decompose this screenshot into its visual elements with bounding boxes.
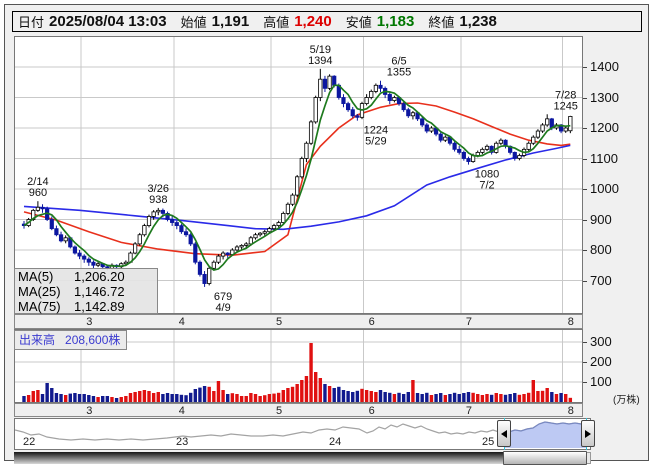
ma5-value: 1,206.20 — [74, 269, 125, 284]
price-tick-1000: 1000 — [590, 181, 619, 196]
svg-text:1245: 1245 — [553, 100, 577, 112]
ma25-row: MA(25) 1,146.72 — [18, 284, 157, 299]
month-label-8: 8 — [567, 405, 574, 417]
year-label-23: 23 — [176, 436, 189, 448]
month-label-4: 4 — [178, 405, 185, 417]
svg-text:1355: 1355 — [387, 67, 411, 79]
month-label-3: 3 — [86, 316, 93, 328]
svg-text:4/9: 4/9 — [215, 302, 230, 314]
price-tick-1200: 1200 — [590, 120, 619, 135]
svg-text:1080: 1080 — [475, 169, 499, 181]
range-navigator — [14, 418, 591, 450]
volume-tick-200: 200 — [590, 354, 612, 369]
range-left-button[interactable] — [497, 420, 511, 447]
scrollbar-thumb[interactable] — [503, 451, 587, 465]
svg-text:7/28: 7/28 — [555, 89, 576, 101]
volume-value: 208,600株 — [65, 333, 121, 347]
quote-header: 日付 2025/08/04 13:03 始値 1,191 高値 1,240 安値… — [12, 11, 642, 32]
svg-text:7/2: 7/2 — [479, 180, 494, 192]
price-tick-mark — [583, 97, 587, 99]
price-tick-700: 700 — [590, 272, 612, 288]
month-label-8: 8 — [567, 316, 574, 328]
price-tick-mark — [583, 219, 587, 221]
year-label-24: 24 — [329, 436, 342, 448]
price-tick-1100: 1100 — [590, 150, 618, 166]
volume-tick-100: 100 — [590, 374, 612, 389]
month-label-7: 7 — [465, 316, 472, 328]
svg-text:3/26: 3/26 — [148, 183, 169, 195]
price-tick-mark — [583, 189, 587, 190]
month-axis-lower: 3 4 5 6 7 8 — [14, 403, 583, 417]
svg-text:1394: 1394 — [308, 55, 332, 67]
svg-text:938: 938 — [149, 194, 167, 206]
ma25-value: 1,146.72 — [74, 284, 125, 299]
high-label: 高値 — [263, 15, 290, 30]
month-label-3: 3 — [86, 405, 93, 417]
volume-tick-mark — [583, 362, 587, 363]
price-tick-mark — [583, 280, 587, 282]
svg-text:6/5: 6/5 — [391, 56, 406, 68]
scrollbar-elapsed[interactable] — [14, 452, 503, 464]
month-axis-upper: 3 4 5 6 7 8 — [14, 314, 583, 329]
price-tick-800: 800 — [590, 242, 612, 257]
selection-region[interactable] — [504, 418, 586, 450]
close-label: 終値 — [428, 15, 455, 30]
month-label-7: 7 — [465, 405, 472, 417]
svg-text:960: 960 — [29, 187, 47, 199]
year-label-22: 22 — [23, 436, 36, 448]
svg-text:2/14: 2/14 — [27, 176, 48, 188]
open-label: 始値 — [180, 15, 207, 30]
date-label: 日付 — [18, 15, 45, 30]
month-label-4: 4 — [178, 316, 185, 328]
low-value: 1,183 — [376, 13, 415, 30]
volume-unit-label: (万株) — [613, 395, 640, 406]
volume-label: 出来高 208,600株 — [14, 330, 128, 350]
volume-tick-mark — [583, 382, 587, 383]
ma25-label: MA(25) — [18, 284, 61, 299]
price-tick-1300: 1300 — [590, 89, 619, 105]
price-tick-mark — [583, 158, 587, 160]
ma75-label: MA(75) — [18, 299, 61, 314]
open-value: 1,191 — [211, 13, 250, 30]
ma5-label: MA(5) — [18, 269, 54, 284]
month-label-5: 5 — [276, 316, 283, 328]
ma-legend: MA(5) 1,206.20 MA(25) 1,146.72 MA(75) 1,… — [14, 268, 158, 314]
low-label: 安値 — [345, 15, 372, 30]
range-right-button[interactable] — [581, 420, 595, 447]
month-label-5: 5 — [276, 405, 283, 417]
volume-tick-300: 300 — [590, 334, 612, 349]
svg-text:679: 679 — [214, 291, 232, 303]
chart-frame: 日付 2025/08/04 13:03 始値 1,191 高値 1,240 安値… — [4, 4, 649, 465]
ma5-row: MA(5) 1,206.20 — [18, 269, 157, 284]
year-label-25: 25 — [482, 436, 495, 448]
price-tick-mark — [583, 128, 587, 129]
volume-title: 出来高 — [19, 333, 56, 347]
high-value: 1,240 — [294, 13, 332, 30]
navigator-chart — [15, 421, 590, 448]
price-tick-mark — [583, 250, 587, 251]
right-arrow-icon — [585, 429, 591, 438]
price-tick-mark — [583, 67, 587, 68]
ma75-value: 1,142.89 — [74, 299, 125, 314]
svg-text:1224: 1224 — [364, 125, 388, 137]
volume-tick-mark — [583, 342, 587, 343]
ma75-row: MA(75) 1,142.89 — [18, 299, 157, 314]
left-arrow-icon — [501, 429, 507, 438]
svg-text:5/19: 5/19 — [310, 44, 331, 56]
price-tick-900: 900 — [590, 211, 612, 227]
close-value: 1,238 — [459, 13, 497, 30]
svg-text:5/29: 5/29 — [365, 136, 386, 148]
date-value: 2025/08/04 13:03 — [49, 13, 167, 30]
price-tick-1400: 1400 — [590, 59, 619, 74]
month-label-6: 6 — [368, 316, 375, 328]
volume-chart — [14, 329, 583, 403]
month-label-6: 6 — [368, 405, 375, 417]
